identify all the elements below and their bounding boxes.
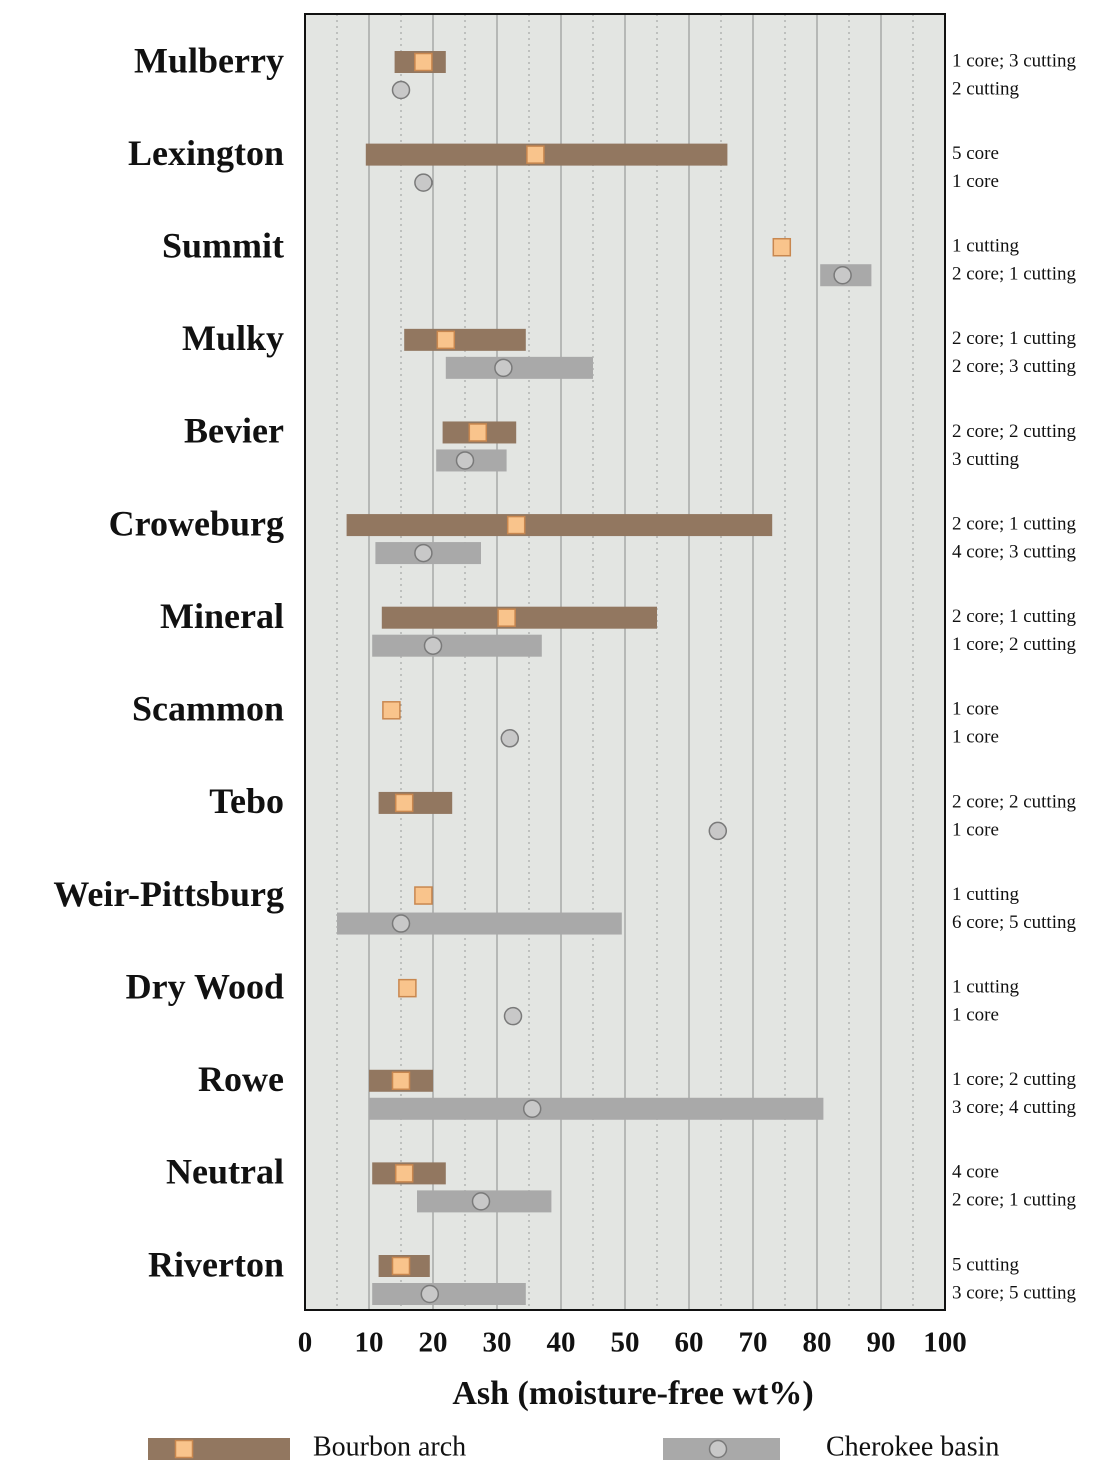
- mean-marker: [497, 608, 516, 627]
- legend-marker: [708, 1439, 728, 1459]
- mean-marker: [391, 914, 411, 933]
- mean-marker: [391, 80, 411, 100]
- sample-label: 1 core; 2 cutting: [952, 1069, 1076, 1090]
- sample-label: 2 core; 3 cutting: [952, 356, 1076, 377]
- x-tick-label: 100: [923, 1327, 967, 1359]
- mean-marker: [471, 1192, 491, 1211]
- legend-swatch: [148, 1438, 290, 1460]
- mean-marker: [414, 52, 433, 72]
- sample-label: 1 cutting: [952, 884, 1020, 905]
- legend-label: Bourbon arch: [313, 1431, 466, 1462]
- sample-label: 2 cutting: [952, 78, 1020, 99]
- range-bar: [372, 1283, 526, 1305]
- mean-marker: [394, 1164, 414, 1183]
- x-tick-label: 20: [419, 1327, 448, 1359]
- category-label: Mulberry: [134, 40, 284, 80]
- mean-marker: [398, 978, 417, 998]
- mean-marker: [468, 423, 488, 442]
- x-tick-label: 30: [483, 1327, 512, 1359]
- mean-marker: [423, 636, 443, 655]
- sample-label: 1 core: [952, 699, 999, 720]
- mean-marker: [500, 729, 520, 748]
- sample-label: 1 core: [952, 727, 999, 748]
- mean-marker: [382, 701, 401, 720]
- range-bar: [445, 356, 593, 379]
- x-tick-label: 10: [355, 1327, 384, 1359]
- sample-label: 4 core; 3 cutting: [952, 541, 1076, 562]
- sample-label: 1 core: [952, 819, 999, 840]
- mean-marker: [494, 358, 513, 378]
- mean-marker: [391, 1256, 411, 1276]
- mean-marker: [420, 1284, 440, 1304]
- x-tick-label: 80: [803, 1327, 832, 1359]
- mean-marker: [436, 330, 456, 350]
- mean-marker: [391, 1071, 411, 1091]
- x-tick-label: 90: [867, 1327, 896, 1359]
- sample-label: 5 core: [952, 143, 999, 164]
- category-label: Neutral: [166, 1152, 284, 1192]
- plot-frame: [304, 13, 946, 1311]
- category-label: Tebo: [209, 781, 284, 821]
- mean-marker: [503, 1006, 523, 1026]
- sample-label: 2 core; 1 cutting: [952, 1190, 1076, 1211]
- sample-label: 3 core; 4 cutting: [952, 1097, 1076, 1118]
- range-bar: [378, 791, 453, 814]
- mean-marker: [526, 145, 545, 164]
- category-label: Mulky: [182, 318, 284, 358]
- range-bar: [369, 1097, 824, 1120]
- category-label: Riverton: [148, 1244, 284, 1284]
- mean-marker: [455, 451, 475, 470]
- legend-marker: [174, 1439, 194, 1459]
- category-label: Bevier: [184, 411, 284, 451]
- sample-label: 1 cutting: [952, 236, 1020, 257]
- sample-label: 5 cutting: [952, 1254, 1020, 1275]
- mean-marker: [414, 886, 433, 905]
- category-label: Croweburg: [109, 503, 284, 543]
- sample-label: 6 core; 5 cutting: [952, 912, 1076, 933]
- sample-label: 1 core; 3 cutting: [952, 50, 1076, 71]
- x-tick-label: 50: [611, 1327, 640, 1359]
- range-bar: [337, 912, 622, 935]
- x-axis-label: Ash (moisture-free wt%): [452, 1375, 813, 1412]
- sample-label: 2 core; 1 cutting: [952, 606, 1076, 627]
- sample-label: 2 core; 1 cutting: [952, 328, 1076, 349]
- sample-label: 2 core; 1 cutting: [952, 513, 1076, 534]
- category-label: Summit: [162, 225, 284, 265]
- mean-marker: [506, 515, 526, 535]
- sample-label: 1 core; 2 cutting: [952, 634, 1076, 655]
- mean-marker: [394, 793, 414, 813]
- mean-marker: [414, 173, 433, 192]
- x-tick-label: 60: [675, 1327, 704, 1359]
- mean-marker: [414, 543, 433, 563]
- sample-label: 2 core; 2 cutting: [952, 421, 1076, 442]
- category-label: Dry Wood: [126, 966, 284, 1006]
- mean-marker: [522, 1099, 542, 1119]
- sample-label: 2 core; 1 cutting: [952, 264, 1076, 285]
- sample-label: 1 core: [952, 1005, 999, 1026]
- mean-marker: [708, 821, 728, 841]
- x-tick-label: 70: [739, 1327, 768, 1359]
- range-bar: [346, 514, 773, 537]
- range-bar: [372, 634, 542, 657]
- mean-marker: [772, 237, 792, 257]
- category-label: Lexington: [128, 133, 284, 173]
- range-bar: [404, 328, 526, 351]
- legend-label: Cherokee basin: [826, 1431, 999, 1462]
- category-label: Weir-Pittsburg: [53, 874, 284, 914]
- x-tick-label: 0: [298, 1327, 313, 1359]
- sample-label: 3 core; 5 cutting: [952, 1282, 1076, 1303]
- mean-marker: [833, 265, 852, 285]
- sample-label: 3 cutting: [952, 449, 1020, 470]
- range-bar: [381, 606, 657, 629]
- category-label: Mineral: [160, 596, 284, 636]
- sample-label: 2 core; 2 cutting: [952, 791, 1076, 812]
- sample-label: 1 cutting: [952, 977, 1020, 998]
- x-tick-label: 40: [547, 1327, 576, 1359]
- category-label: Scammon: [132, 689, 284, 729]
- sample-label: 1 core: [952, 171, 999, 192]
- sample-label: 4 core: [952, 1162, 999, 1183]
- category-label: Rowe: [198, 1059, 284, 1099]
- range-bar: [365, 143, 728, 166]
